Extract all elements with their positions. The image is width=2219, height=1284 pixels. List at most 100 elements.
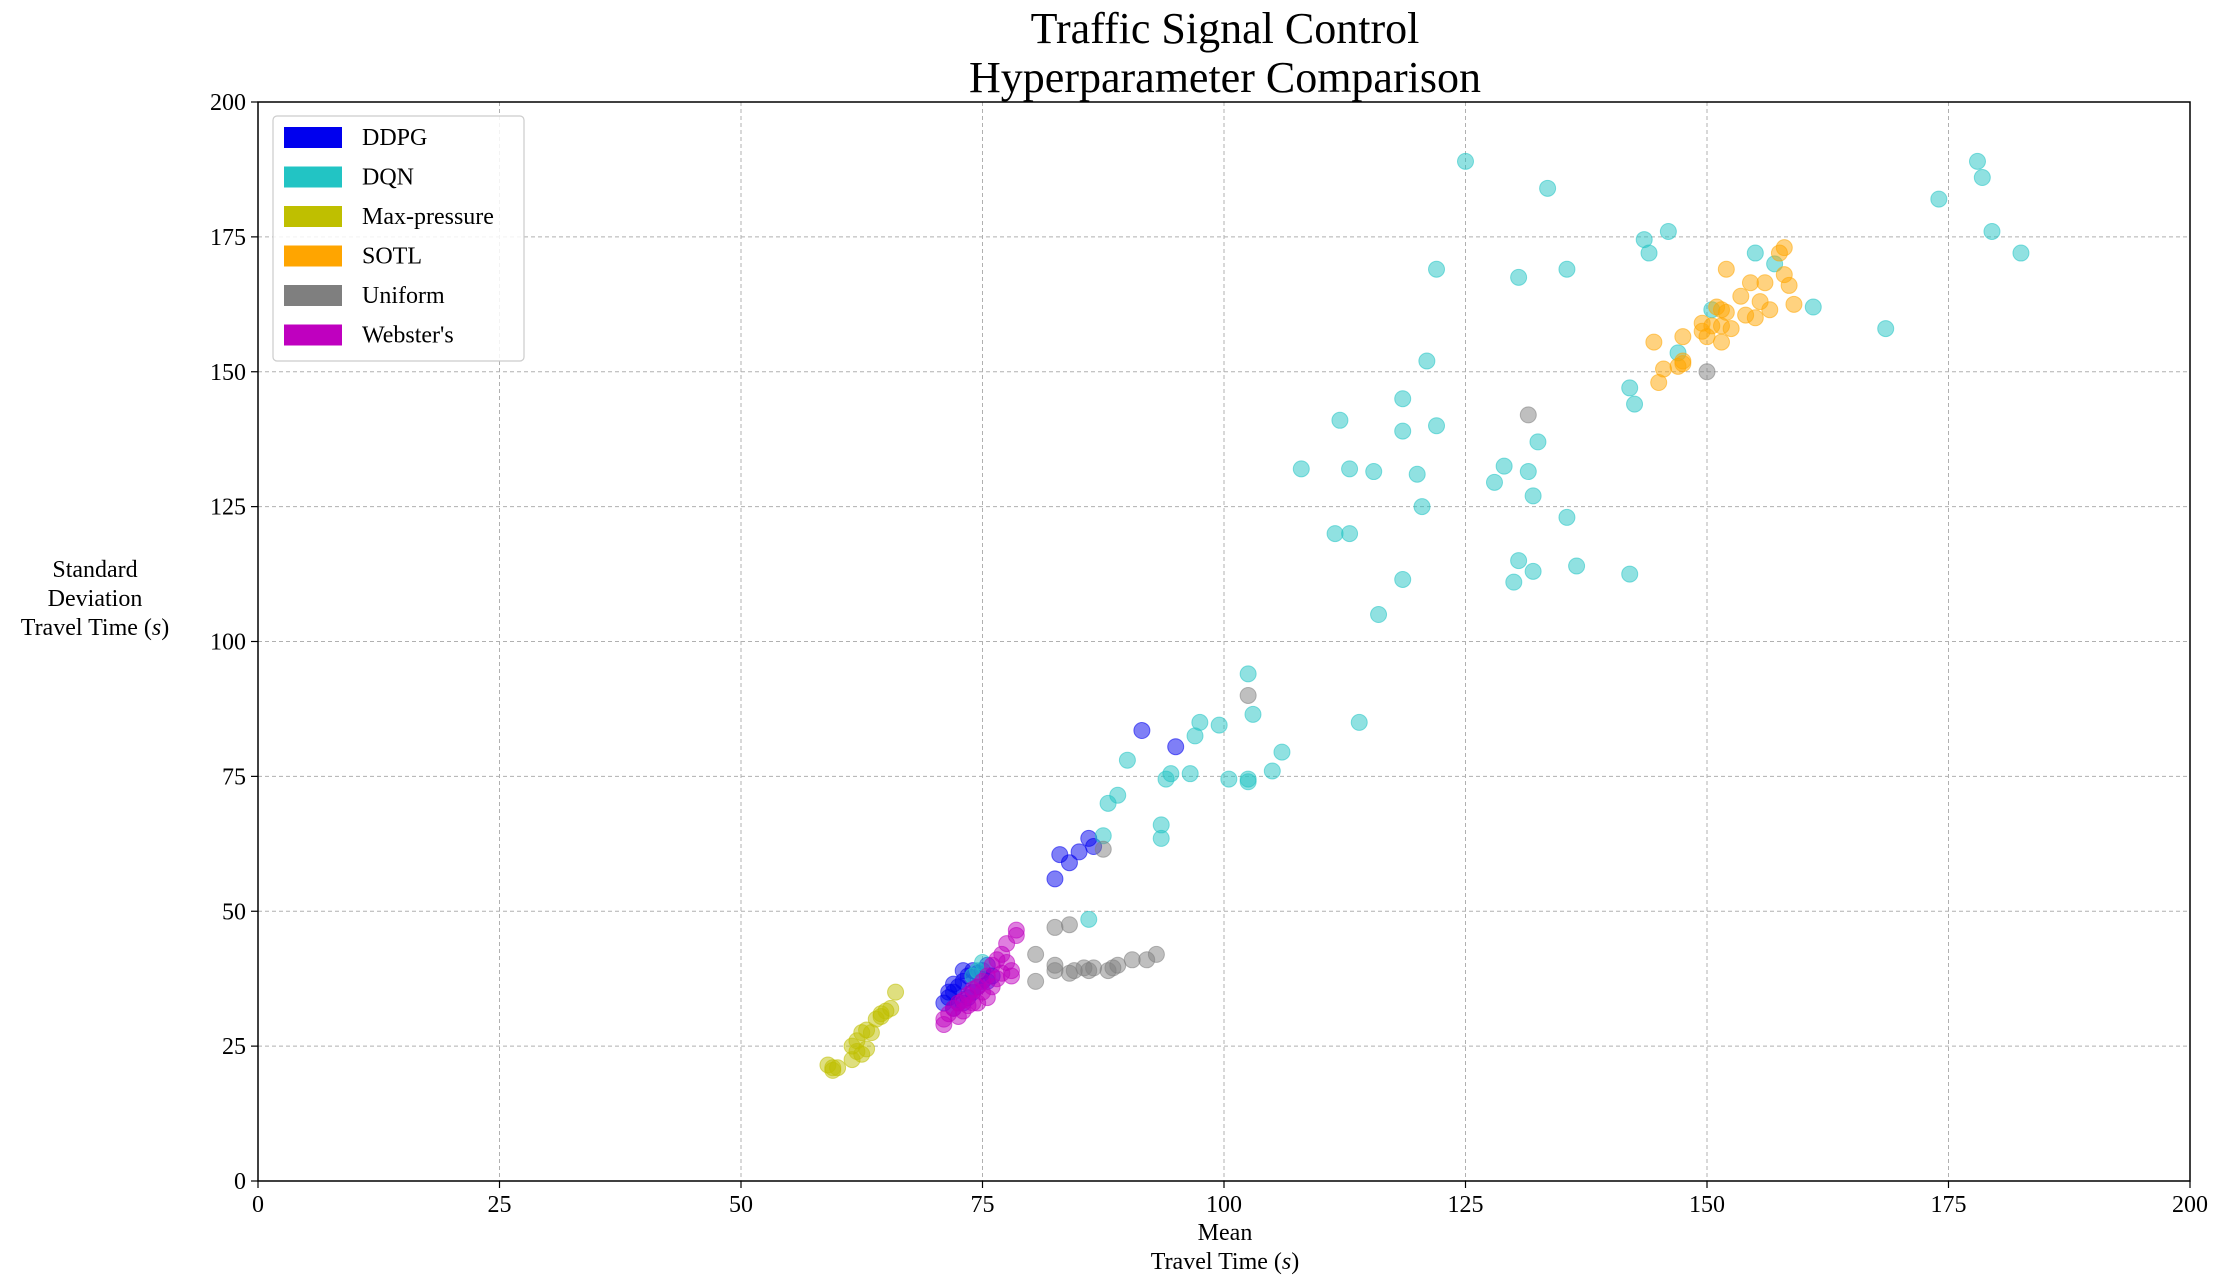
point-dqn [1510,268,1528,286]
point-uniform [1147,945,1165,963]
point-dqn [1495,457,1513,475]
point-dqn [1519,463,1537,481]
series-webster-s [935,921,1025,1034]
y-tick-label: 100 [210,630,246,656]
point-dqn [1181,765,1199,783]
point-dqn [1983,222,2001,240]
point-dqn [1640,244,1658,262]
point-uniform [1027,945,1045,963]
point-uniform [1698,363,1716,381]
point-uniform [1094,840,1112,858]
point-sotl [1717,260,1735,278]
point-webster-s [1002,967,1020,985]
point-dqn [1529,433,1547,451]
legend-label-max-pressure: Max-pressure [362,204,494,230]
x-tick-label: 200 [2172,1192,2208,1218]
point-sotl [1674,328,1692,346]
point-dqn [1331,411,1349,429]
point-dqn [1505,573,1523,591]
point-sotl [1780,276,1798,294]
x-axis-label-line-1: Mean [1198,1220,1253,1246]
point-ddpg [1167,738,1185,756]
legend-swatch-webster-s [284,324,342,346]
x-axis-ticks: 0 25 50 75 100 125 150 175 200 [252,1181,2208,1218]
point-dqn [1539,179,1557,197]
point-dqn [1157,770,1175,788]
point-sotl [1732,287,1750,305]
point-dqn [1524,487,1542,505]
point-webster-s [964,994,982,1012]
legend-label-sotl: SOTL [362,244,422,270]
point-ddpg [1046,870,1064,888]
point-dqn [1350,713,1368,731]
point-dqn [1568,557,1586,575]
x-tick-label: 25 [488,1192,512,1218]
legend-label-uniform: Uniform [362,283,445,309]
point-ddpg [1133,722,1151,740]
legend-swatch-sotl [284,245,342,267]
point-webster-s [935,1016,953,1034]
y-tick-label: 125 [210,495,246,521]
legend-swatch-ddpg [284,127,342,148]
y-tick-label: 25 [222,1034,246,1060]
point-dqn [1152,829,1170,847]
point-dqn [1428,417,1446,435]
point-sotl [1756,274,1774,292]
point-sotl [1698,328,1716,346]
point-dqn [1621,379,1639,397]
point-dqn [1746,244,1764,262]
point-dqn [1428,260,1446,278]
y-tick-label: 75 [222,764,246,790]
point-dqn [1877,320,1895,338]
x-axis-label-line-2: Travel Time (s) [1151,1249,1300,1275]
point-dqn [1621,565,1639,583]
point-dqn [1370,606,1388,624]
legend: DDPG DQN Max-pressure SOTL Uniform Webster's [272,115,525,362]
point-ddpg [1060,854,1078,872]
point-dqn [2012,244,2030,262]
point-dqn [1457,152,1474,170]
legend-label-ddpg: DDPG [362,125,427,151]
point-dqn [1973,169,1991,187]
y-axis-label-line-1: Standard [52,557,137,583]
point-sotl [1785,295,1803,313]
point-dqn [1968,152,1986,170]
point-dqn [1418,352,1436,370]
point-dqn [1273,743,1291,761]
point-sotl [1645,333,1663,351]
point-uniform [1123,951,1141,969]
point-dqn [1365,463,1383,481]
point-dqn [1558,508,1576,526]
point-dqn [1626,395,1644,413]
y-tick-label: 150 [210,360,246,386]
y-axis-ticks: 0 25 50 75 100 125 150 175 200 [210,90,258,1195]
x-tick-label: 125 [1448,1192,1484,1218]
point-dqn [1326,525,1344,543]
legend-label-dqn: DQN [362,165,414,191]
point-dqn [1413,498,1431,516]
point-sotl [1770,244,1788,262]
x-tick-label: 175 [1931,1192,1967,1218]
x-tick-label: 150 [1689,1192,1725,1218]
legend-swatch-dqn [284,166,342,188]
point-sotl [1761,301,1779,319]
point-dqn [1341,525,1359,543]
x-tick-label: 75 [971,1192,995,1218]
y-tick-label: 200 [210,90,246,116]
point-sotl [1722,320,1740,338]
data-points [819,152,2030,1079]
point-dqn [1510,552,1528,570]
point-dqn [1239,665,1257,683]
grid-lines [258,102,2190,1181]
x-tick-label: 100 [1206,1192,1242,1218]
point-sotl [1650,374,1668,392]
point-dqn [1244,705,1262,723]
point-uniform [1060,916,1078,934]
point-uniform [1519,406,1537,424]
y-tick-label: 50 [222,899,246,925]
point-dqn [1930,190,1948,208]
legend-swatch-max-pressure [284,206,342,227]
point-uniform [1109,956,1127,974]
point-sotl [1746,309,1764,327]
